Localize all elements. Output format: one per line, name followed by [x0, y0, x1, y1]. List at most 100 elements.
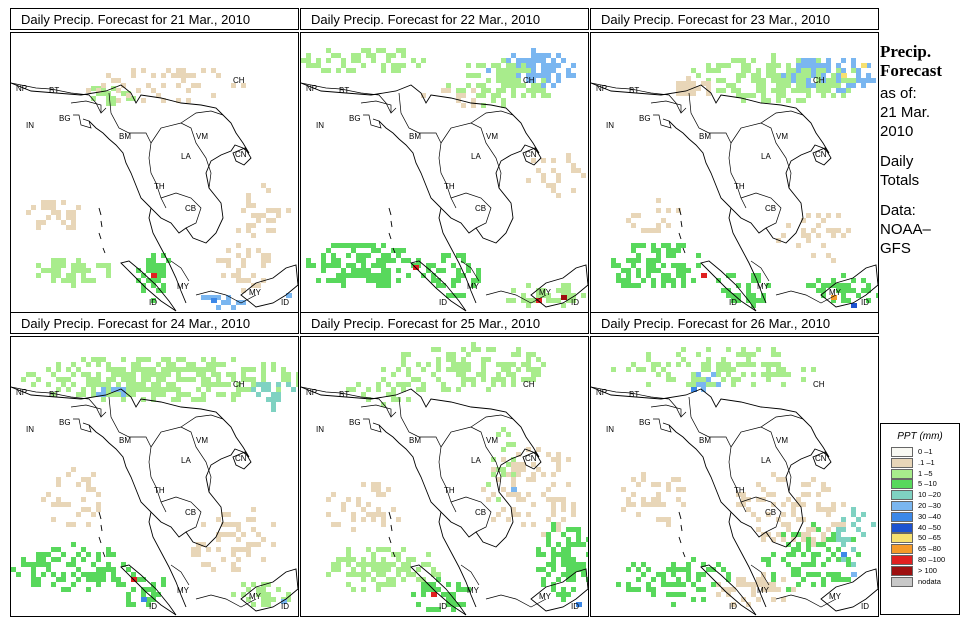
coastline [11, 386, 250, 608]
map-svg: NP BT BG IN BM CH VM LA CN TH CB MY ID MY ID [301, 342, 588, 616]
legend-label: 80 –100 [918, 554, 946, 564]
legend-label: 40 –50 [918, 522, 941, 532]
precip-map: NP BT BG IN BM CH VM LA CN TH CB MY ID MY ID [590, 336, 879, 617]
border-line [301, 82, 397, 114]
border-line [485, 594, 547, 608]
panel-title: Daily Precip. Forecast for 21 Mar., 2010 [10, 8, 299, 30]
country-label: CB [765, 508, 776, 517]
country-outlines [301, 386, 588, 616]
precip-hotspot [841, 552, 847, 557]
precip-hotspot [211, 298, 217, 303]
country-label: BT [339, 86, 349, 95]
country-label: BG [59, 114, 71, 123]
country-label: BT [339, 390, 349, 399]
country-label: MY [177, 586, 190, 595]
map-svg: NP BT BG IN BM CH VM LA CN TH CB MY ID MY ID [11, 68, 298, 312]
island-outline [410, 260, 467, 312]
legend-item: .1 –1 [881, 457, 959, 469]
legend-label: .1 –1 [918, 457, 935, 467]
country-label: NP [596, 388, 607, 397]
country-label: ID [861, 602, 869, 611]
legend-title: PPT (mm) [897, 431, 943, 442]
precip-hotspot [851, 303, 857, 308]
precip-field [301, 48, 586, 308]
border-line [740, 192, 782, 229]
island-outline [700, 260, 757, 312]
country-label: VM [486, 132, 498, 141]
country-label: CB [475, 204, 486, 213]
totals-line-2: Totals [880, 172, 920, 189]
legend-label: 20 –30 [918, 500, 941, 510]
country-label: BG [639, 418, 651, 427]
country-label: CN [815, 150, 827, 159]
country-label: CB [765, 204, 776, 213]
legend-item: 0 –1 [881, 447, 959, 458]
precip-hotspot [691, 387, 697, 392]
precip-field [326, 342, 588, 612]
country-label: CN [525, 150, 537, 159]
coastline [301, 386, 540, 608]
country-label: BM [699, 132, 711, 141]
border-line [485, 290, 547, 304]
country-label: CH [813, 380, 825, 389]
border-line [740, 496, 782, 533]
island-outline [410, 564, 467, 616]
totals-line-1: Daily [880, 153, 914, 170]
island-outline [388, 511, 396, 558]
legend-item: > 100 [881, 565, 959, 577]
border-line [360, 100, 392, 113]
country-label: ID [729, 298, 737, 307]
country-label: CH [233, 380, 245, 389]
country-label: BT [49, 86, 59, 95]
legend-item: 10 –20 [881, 490, 959, 501]
island-outline [232, 147, 252, 166]
forecast-panel-day4: Daily Precip. Forecast for 24 Mar., 2010… [10, 312, 299, 617]
country-label: LA [761, 456, 771, 465]
country-label: NP [16, 84, 27, 93]
country-label: CH [813, 76, 825, 85]
country-label: VM [196, 132, 208, 141]
border-line [160, 192, 202, 229]
country-label: VM [486, 436, 498, 445]
island-outline [120, 564, 177, 616]
border-line [301, 386, 397, 418]
forecast-panel-day5: Daily Precip. Forecast for 25 Mar., 2010… [300, 312, 589, 617]
precip-map: NP BT BG IN BM CH VM LA CN TH CB MY ID MY ID [10, 32, 299, 313]
precip-hotspot [851, 572, 857, 577]
border-line [653, 418, 672, 433]
border-line [360, 404, 392, 417]
border-line [70, 100, 102, 113]
coastline [591, 386, 830, 608]
country-label: BG [639, 114, 651, 123]
country-outlines [591, 82, 878, 312]
legend-label: 65 –80 [918, 544, 941, 554]
country-label: BT [629, 390, 639, 399]
legend-swatch [891, 522, 913, 533]
precip-field [11, 357, 298, 607]
precip-hotspot [701, 273, 707, 278]
island-outline [700, 564, 757, 616]
border-line [11, 386, 107, 418]
legend-item: 1 –5 [881, 468, 959, 480]
country-outlines [301, 82, 588, 312]
legend-item: 5 –10 [881, 479, 959, 490]
forecast-panel-day6: Daily Precip. Forecast for 26 Mar., 2010… [590, 312, 879, 617]
country-label: IN [26, 121, 34, 130]
legend-label: nodata [918, 576, 941, 586]
country-label: BM [409, 436, 421, 445]
country-label: TH [734, 486, 745, 495]
panel-title: Daily Precip. Forecast for 24 Mar., 2010 [10, 312, 299, 334]
border-line [470, 414, 514, 428]
precip-hotspot [286, 293, 292, 298]
border-line [650, 404, 682, 417]
precip-hotspot [281, 599, 287, 604]
country-label: BM [699, 436, 711, 445]
country-label: CH [233, 76, 245, 85]
legend-item: nodata [881, 576, 959, 588]
island-outline [812, 147, 832, 166]
country-label: MY [249, 592, 262, 601]
legend-item: 80 –100 [881, 554, 959, 566]
precip-hotspot [141, 597, 147, 602]
legend-swatch [891, 500, 913, 511]
sidebar-heading-1: Precip. [880, 42, 932, 61]
